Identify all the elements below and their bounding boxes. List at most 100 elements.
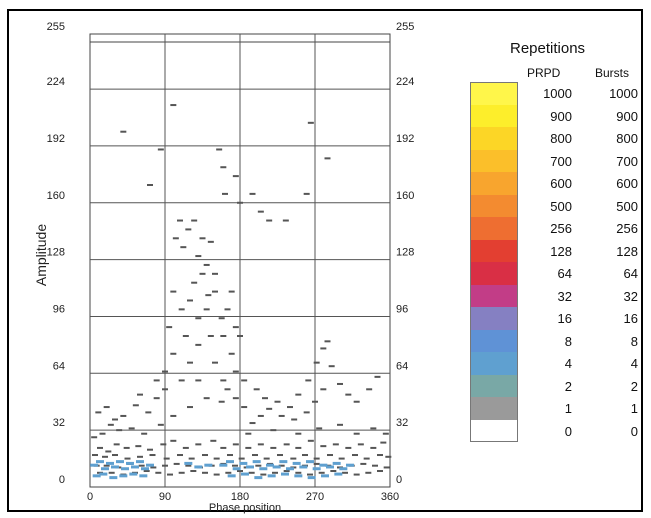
data-point: [191, 219, 198, 222]
data-point: [232, 397, 239, 400]
data-point: [365, 471, 372, 474]
cluster-point: [319, 463, 328, 467]
data-point: [135, 445, 142, 448]
data-point: [170, 439, 177, 442]
data-point: [207, 335, 214, 337]
legend-value-prpd: 4: [564, 356, 572, 371]
cluster-point: [204, 463, 213, 467]
data-point: [266, 219, 273, 222]
legend-value-bursts: 0: [630, 423, 638, 439]
x-tick: 180: [231, 491, 249, 503]
data-point: [105, 450, 112, 453]
data-point: [107, 423, 114, 426]
cluster-point: [92, 474, 101, 478]
data-point: [212, 361, 218, 364]
cluster-point: [266, 463, 274, 467]
data-point: [232, 370, 239, 373]
legend-value-bursts: 32: [623, 288, 638, 304]
cluster-point: [346, 463, 354, 467]
data-point: [266, 407, 273, 410]
data-point: [218, 400, 225, 403]
cluster-point: [90, 463, 99, 467]
data-point: [220, 166, 227, 169]
cluster-point: [139, 474, 148, 478]
data-point: [220, 335, 227, 337]
data-point: [237, 335, 243, 337]
legend-value-prpd: 700: [550, 153, 572, 169]
legend-value-prpd: 64: [557, 266, 572, 281]
data-point: [202, 471, 208, 474]
legend-swatch: [470, 284, 518, 307]
legend-value-bursts: 8: [630, 333, 638, 349]
legend-swatch: [470, 307, 518, 330]
data-point: [320, 347, 327, 350]
data-point: [149, 454, 156, 457]
cluster-point: [146, 463, 154, 467]
data-point: [307, 439, 314, 442]
data-point: [228, 290, 235, 293]
data-point: [137, 455, 143, 458]
legend-col-bursts: Bursts: [595, 66, 630, 80]
data-point: [202, 454, 208, 457]
data-point: [185, 464, 192, 467]
y-tick-left: 160: [47, 190, 65, 202]
legend-swatch: [470, 127, 518, 150]
cluster-point: [106, 461, 114, 465]
y-tick-right: 255: [396, 21, 414, 33]
data-point: [207, 240, 214, 243]
data-point: [249, 192, 256, 195]
cluster-point: [334, 472, 343, 476]
data-point: [382, 432, 389, 435]
y-tick-left: 32: [53, 417, 65, 429]
legend-value-prpd: 800: [550, 131, 572, 146]
legend-swatch: [470, 104, 518, 127]
legend-swatch: [470, 149, 518, 172]
data-point: [195, 317, 202, 320]
data-point: [123, 446, 130, 449]
data-point: [113, 443, 120, 446]
data-point: [232, 326, 239, 329]
data-point: [170, 414, 177, 417]
y-tick-right: 32: [396, 417, 408, 429]
y-tick-left: 64: [53, 360, 65, 372]
data-point: [370, 446, 377, 449]
y-tick-left: 96: [53, 303, 65, 315]
data-point: [220, 379, 227, 382]
cluster-point: [232, 467, 241, 471]
data-point: [103, 406, 110, 409]
legend-swatch: [470, 172, 518, 195]
cluster-point: [194, 465, 203, 469]
legend-value-bursts: 800: [616, 131, 638, 146]
data-point: [170, 104, 177, 107]
data-point: [232, 443, 239, 446]
data-point: [212, 272, 218, 275]
cluster-point: [286, 467, 294, 471]
data-point: [137, 393, 143, 396]
legend-value-prpd: 900: [550, 108, 572, 124]
data-point: [372, 464, 378, 467]
cluster-point: [239, 461, 248, 465]
data-point: [307, 473, 313, 476]
data-point: [287, 406, 293, 409]
data-point: [290, 457, 297, 460]
legend-value-prpd: 128: [550, 243, 572, 259]
legend-value-bursts: 1: [630, 401, 638, 416]
data-point: [224, 308, 231, 311]
data-point: [162, 464, 168, 467]
data-point: [185, 228, 192, 231]
legend-swatch: [470, 194, 518, 217]
tick-labels: 0 0 32 32 64 64 96 96 128 128 160 160 192 192 224 224 25…: [47, 21, 415, 503]
data-point: [327, 454, 333, 457]
data-point: [255, 464, 262, 467]
data-point: [257, 414, 264, 417]
data-point: [370, 427, 377, 430]
data-point: [295, 393, 302, 396]
cluster-point: [226, 460, 234, 464]
legend-value-bursts: 600: [616, 176, 638, 191]
data-point: [282, 219, 289, 222]
data-point: [138, 464, 145, 467]
data-point: [324, 157, 331, 160]
legend-value-bursts: 700: [616, 153, 638, 169]
data-point: [120, 130, 127, 133]
cluster-point: [126, 461, 134, 465]
